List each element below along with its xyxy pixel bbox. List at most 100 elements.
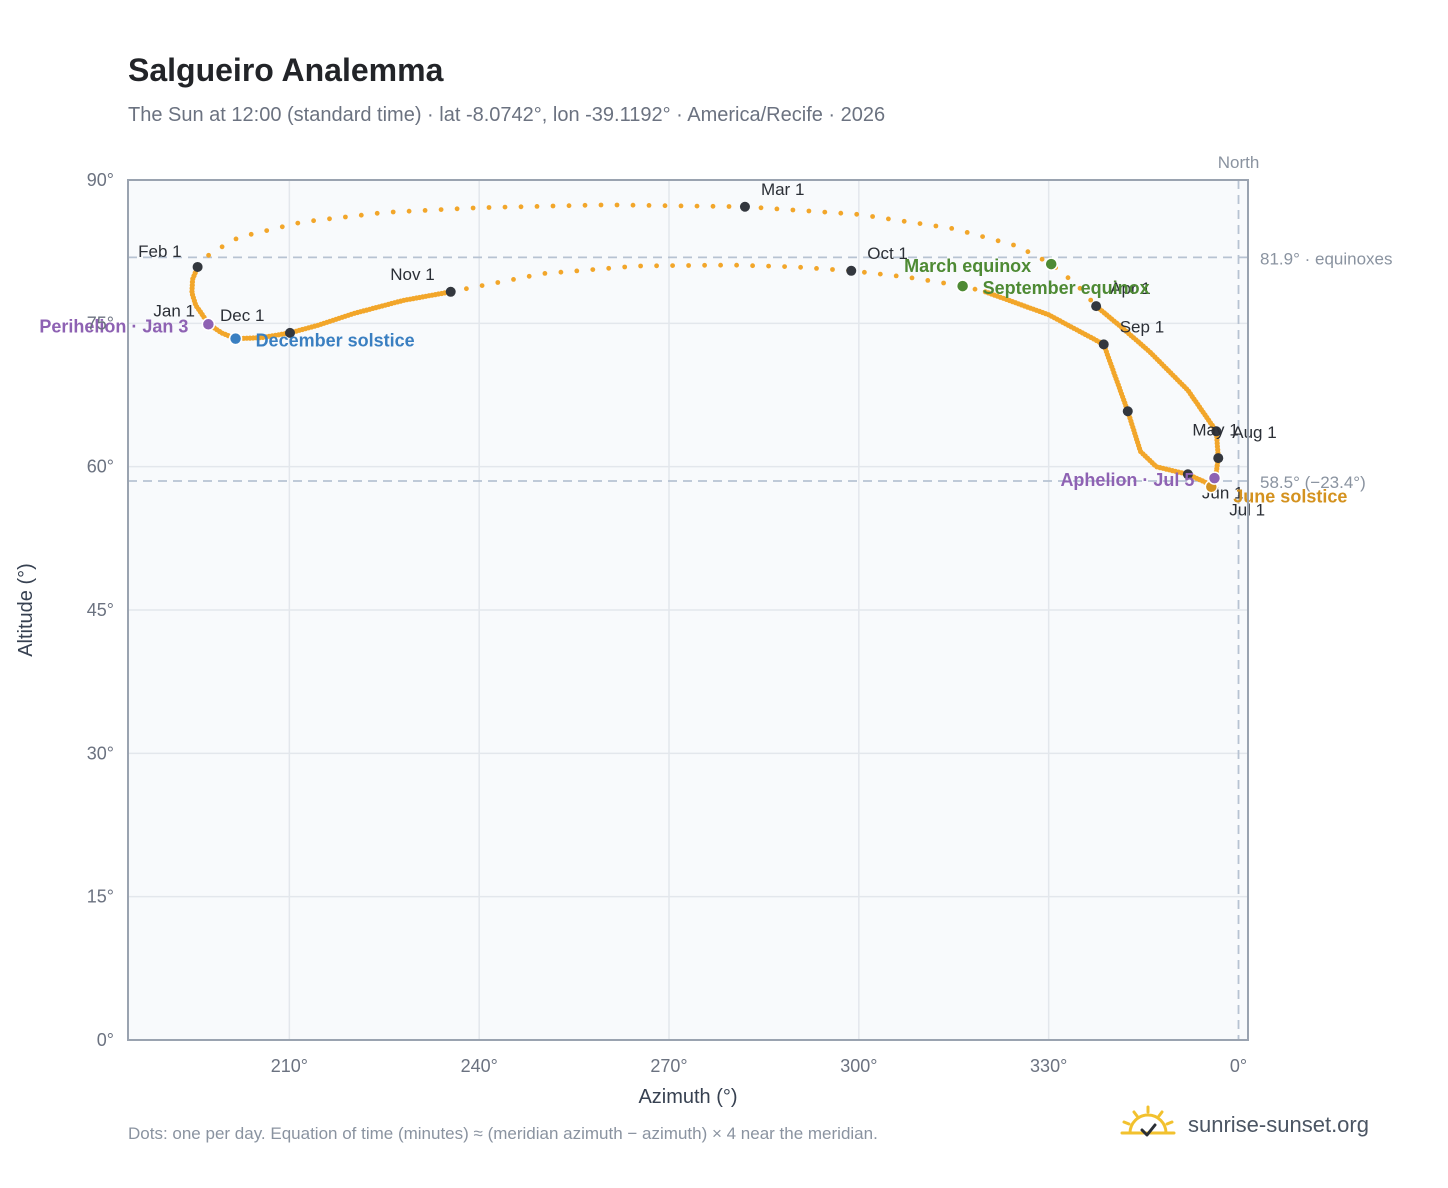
month-label: Sep 1 — [1120, 317, 1164, 336]
daily-dot — [422, 208, 428, 213]
daily-dot — [862, 269, 867, 275]
month-marker — [1122, 406, 1133, 417]
daily-dot — [606, 265, 612, 271]
sun-check-icon — [1120, 1105, 1176, 1137]
reference-line-label: 81.9° · equinoxes — [1260, 249, 1393, 268]
daily-dot — [718, 262, 723, 268]
daily-dot — [654, 263, 659, 269]
daily-dot — [1011, 242, 1016, 248]
daily-dot — [980, 234, 985, 240]
event-marker — [1044, 257, 1058, 271]
y-tick-label: 15° — [87, 887, 114, 907]
daily-dot — [766, 263, 771, 269]
footnote: Dots: one per day. Equation of time (min… — [128, 1124, 878, 1143]
reference-lines: 81.9° · equinoxes 58.5° (−23.4°) North — [128, 153, 1393, 1040]
event-marker — [228, 331, 243, 346]
daily-dot — [374, 210, 380, 216]
daily-dot — [327, 216, 332, 222]
daily-dot — [558, 269, 564, 275]
x-tick-label: 330° — [1030, 1056, 1067, 1076]
daily-dot — [901, 218, 907, 224]
daily-dot — [438, 207, 444, 213]
daily-dot — [686, 263, 691, 268]
daily-dot — [870, 214, 875, 219]
daily-dot — [479, 283, 485, 288]
daily-dot — [566, 203, 572, 209]
event-label: Perihelion · Jan 3 — [39, 316, 188, 336]
daily-dot — [838, 210, 844, 216]
event-label: March equinox — [904, 256, 1031, 276]
daily-dot — [830, 267, 835, 272]
month-marker — [739, 201, 750, 212]
month-label: Feb 1 — [138, 242, 181, 261]
daily-dot — [877, 271, 883, 277]
daily-dot — [1077, 285, 1083, 291]
month-marker — [1213, 453, 1224, 464]
daily-dot — [941, 280, 946, 286]
month-marker — [846, 265, 857, 276]
daily-dot — [886, 216, 891, 222]
daily-dot — [464, 286, 469, 292]
daily-dot — [750, 263, 755, 269]
daily-dot — [1065, 275, 1071, 281]
daily-dot — [454, 206, 460, 212]
daily-dot — [511, 277, 516, 282]
daily-dot — [614, 202, 620, 208]
north-label: North — [1218, 153, 1260, 172]
month-marker — [445, 286, 456, 297]
x-tick-label: 240° — [461, 1056, 498, 1076]
month-marker — [1091, 301, 1102, 312]
daily-dot — [909, 275, 915, 281]
daily-dot — [662, 203, 668, 209]
month-marker — [192, 261, 203, 272]
x-tick-label: 270° — [650, 1056, 687, 1076]
daily-dot — [694, 203, 700, 209]
daily-dot — [630, 202, 636, 208]
daily-dot — [206, 252, 212, 258]
daily-dot — [726, 204, 732, 209]
y-tick-label: 75° — [87, 313, 114, 333]
y-tick-label: 90° — [87, 170, 114, 190]
daily-dot — [790, 207, 796, 213]
event-label: December solstice — [256, 331, 415, 351]
daily-dot — [995, 238, 1001, 244]
daily-dot — [702, 262, 707, 268]
daily-dot — [806, 208, 812, 214]
daily-dot — [264, 228, 270, 234]
plot-frame — [127, 179, 1249, 1041]
event-label: June solstice — [1233, 487, 1347, 507]
daily-dot — [670, 263, 675, 268]
month-label: Nov 1 — [390, 265, 434, 284]
daily-dot — [486, 205, 492, 210]
y-tick-label: 45° — [87, 600, 114, 620]
daily-dot — [233, 236, 239, 242]
month-label: Jan 1 — [153, 301, 195, 320]
month-marker — [1211, 426, 1222, 437]
event-marker — [201, 317, 216, 332]
daily-dot — [343, 214, 348, 220]
month-marker — [1182, 469, 1193, 480]
month-label: Mar 1 — [761, 180, 804, 199]
axis-ticks: 210° 240° 270° 300° 330° 0° 0° 15° 30° 45° 60° 75° 9… — [87, 170, 1247, 1076]
daily-dot — [782, 264, 787, 269]
daily-dot — [248, 231, 254, 237]
daily-dot — [678, 203, 684, 209]
brand-logo[interactable]: sunrise-sunset.org — [1118, 1100, 1369, 1150]
daily-dot — [502, 204, 508, 210]
daily-dot — [646, 203, 652, 208]
daily-dot — [710, 203, 716, 209]
x-axis-label: Azimuth (°) — [638, 1086, 737, 1108]
daily-dot — [470, 205, 476, 211]
reference-line-label: 58.5° (−23.4°) — [1260, 473, 1366, 492]
daily-dot — [933, 223, 939, 229]
month-marker — [284, 327, 295, 338]
x-tick-label: 0° — [1230, 1056, 1247, 1076]
daily-dot — [854, 211, 860, 217]
daily-dot — [590, 267, 596, 272]
daily-dot — [925, 278, 931, 283]
y-tick-label: 30° — [87, 743, 114, 763]
daily-dot — [534, 204, 540, 209]
daily-dot — [949, 226, 955, 231]
